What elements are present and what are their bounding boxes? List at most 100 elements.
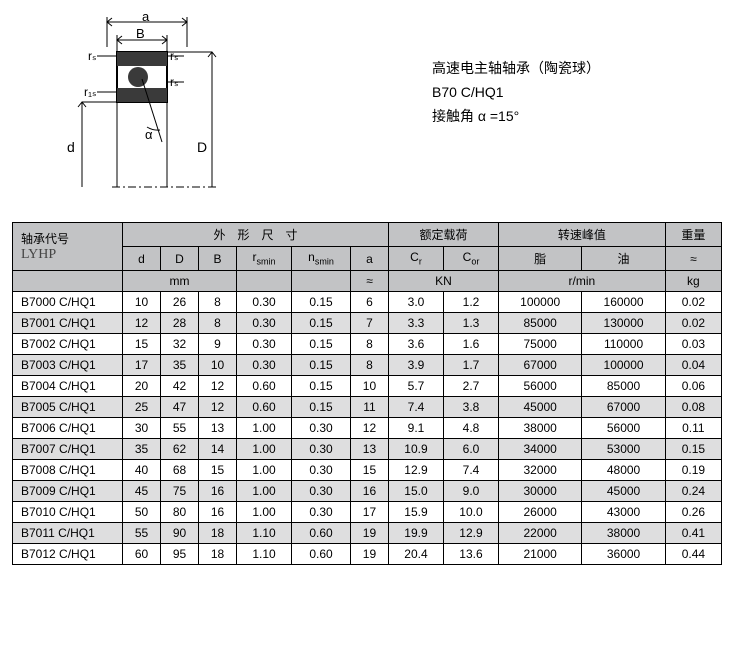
cell-oil: 45000 bbox=[582, 481, 665, 502]
cell-rsmin: 1.00 bbox=[237, 439, 292, 460]
cell-d: 20 bbox=[123, 376, 161, 397]
table-row: B7009 C/HQ14575161.000.301615.09.0300004… bbox=[13, 481, 722, 502]
cell-oil: 38000 bbox=[582, 523, 665, 544]
header-D: D bbox=[161, 247, 199, 271]
cell-a: 19 bbox=[350, 523, 388, 544]
table-row: B7003 C/HQ11735100.300.1583.91.767000100… bbox=[13, 355, 722, 376]
cell-model: B7006 C/HQ1 bbox=[13, 418, 123, 439]
cell-grease: 34000 bbox=[498, 439, 581, 460]
cell-D: 47 bbox=[161, 397, 199, 418]
header-model: 轴承代号 LYHP bbox=[13, 223, 123, 271]
cell-model: B7005 C/HQ1 bbox=[13, 397, 123, 418]
cell-kg: 0.11 bbox=[665, 418, 721, 439]
cell-B: 13 bbox=[199, 418, 237, 439]
header-kn: KN bbox=[388, 271, 498, 292]
cell-rsmin: 0.30 bbox=[237, 355, 292, 376]
cell-kg: 0.03 bbox=[665, 334, 721, 355]
cell-rsmin: 1.00 bbox=[237, 418, 292, 439]
header-brand: LYHP bbox=[21, 247, 118, 263]
cell-B: 8 bbox=[199, 313, 237, 334]
label-rs-tl: rₛ bbox=[88, 49, 96, 63]
cell-grease: 32000 bbox=[498, 460, 581, 481]
cell-model: B7011 C/HQ1 bbox=[13, 523, 123, 544]
cell-Cr: 9.1 bbox=[388, 418, 443, 439]
cell-a: 13 bbox=[350, 439, 388, 460]
cell-a: 16 bbox=[350, 481, 388, 502]
cell-B: 10 bbox=[199, 355, 237, 376]
cell-kg: 0.41 bbox=[665, 523, 721, 544]
cell-rsmin: 0.60 bbox=[237, 376, 292, 397]
header-rpm: r/min bbox=[498, 271, 665, 292]
cell-grease: 30000 bbox=[498, 481, 581, 502]
cell-Cor: 9.0 bbox=[443, 481, 498, 502]
cell-Cor: 1.6 bbox=[443, 334, 498, 355]
cell-D: 80 bbox=[161, 502, 199, 523]
cell-d: 40 bbox=[123, 460, 161, 481]
title-line2: B70 C/HQ1 bbox=[432, 81, 600, 105]
cell-nsmin: 0.60 bbox=[292, 523, 351, 544]
cell-d: 10 bbox=[123, 292, 161, 313]
cell-model: B7007 C/HQ1 bbox=[13, 439, 123, 460]
header-load-group: 额定载荷 bbox=[388, 223, 498, 247]
cell-Cr: 15.0 bbox=[388, 481, 443, 502]
cell-model: B7002 C/HQ1 bbox=[13, 334, 123, 355]
cell-B: 16 bbox=[199, 502, 237, 523]
cell-Cor: 12.9 bbox=[443, 523, 498, 544]
cell-kg: 0.02 bbox=[665, 313, 721, 334]
cell-model: B7008 C/HQ1 bbox=[13, 460, 123, 481]
cell-Cor: 6.0 bbox=[443, 439, 498, 460]
cell-D: 32 bbox=[161, 334, 199, 355]
label-a: a bbox=[142, 12, 150, 24]
bearing-diagram: a B rₛ rₛ r₁ₛ rₛ d α D bbox=[52, 12, 252, 192]
table-row: B7008 C/HQ14068151.000.301512.97.4320004… bbox=[13, 460, 722, 481]
cell-oil: 160000 bbox=[582, 292, 665, 313]
cell-a: 10 bbox=[350, 376, 388, 397]
cell-Cor: 10.0 bbox=[443, 502, 498, 523]
spec-table: 轴承代号 LYHP 外 形 尺 寸 额定载荷 转速峰值 重量 d D B rsm… bbox=[12, 222, 722, 565]
table-row: B7000 C/HQ1102680.300.1563.01.2100000160… bbox=[13, 292, 722, 313]
cell-model: B7000 C/HQ1 bbox=[13, 292, 123, 313]
cell-d: 17 bbox=[123, 355, 161, 376]
cell-rsmin: 1.00 bbox=[237, 460, 292, 481]
cell-oil: 36000 bbox=[582, 544, 665, 565]
table-row: B7001 C/HQ1122880.300.1573.31.3850001300… bbox=[13, 313, 722, 334]
table-row: B7012 C/HQ16095181.100.601920.413.621000… bbox=[13, 544, 722, 565]
cell-d: 30 bbox=[123, 418, 161, 439]
cell-oil: 130000 bbox=[582, 313, 665, 334]
header-model-title: 轴承代号 bbox=[21, 230, 118, 247]
cell-model: B7003 C/HQ1 bbox=[13, 355, 123, 376]
cell-oil: 56000 bbox=[582, 418, 665, 439]
cell-Cor: 2.7 bbox=[443, 376, 498, 397]
cell-kg: 0.19 bbox=[665, 460, 721, 481]
cell-d: 45 bbox=[123, 481, 161, 502]
header-oil: 油 bbox=[582, 247, 665, 271]
cell-grease: 26000 bbox=[498, 502, 581, 523]
cell-a: 12 bbox=[350, 418, 388, 439]
cell-model: B7001 C/HQ1 bbox=[13, 313, 123, 334]
header-speed-group: 转速峰值 bbox=[498, 223, 665, 247]
cell-a: 17 bbox=[350, 502, 388, 523]
cell-Cor: 1.2 bbox=[443, 292, 498, 313]
table-row: B7010 C/HQ15080161.000.301715.910.026000… bbox=[13, 502, 722, 523]
cell-Cr: 12.9 bbox=[388, 460, 443, 481]
cell-a: 15 bbox=[350, 460, 388, 481]
cell-nsmin: 0.30 bbox=[292, 502, 351, 523]
cell-nsmin: 0.15 bbox=[292, 397, 351, 418]
cell-kg: 0.44 bbox=[665, 544, 721, 565]
header-dim-group: 外 形 尺 寸 bbox=[123, 223, 389, 247]
title-line3: 接触角 α =15° bbox=[432, 105, 600, 129]
cell-grease: 67000 bbox=[498, 355, 581, 376]
cell-nsmin: 0.30 bbox=[292, 418, 351, 439]
cell-d: 25 bbox=[123, 397, 161, 418]
cell-D: 62 bbox=[161, 439, 199, 460]
header-blank bbox=[13, 271, 123, 292]
cell-rsmin: 1.00 bbox=[237, 502, 292, 523]
cell-Cor: 4.8 bbox=[443, 418, 498, 439]
cell-oil: 110000 bbox=[582, 334, 665, 355]
cell-Cr: 15.9 bbox=[388, 502, 443, 523]
cell-d: 55 bbox=[123, 523, 161, 544]
cell-nsmin: 0.15 bbox=[292, 334, 351, 355]
cell-kg: 0.06 bbox=[665, 376, 721, 397]
cell-a: 19 bbox=[350, 544, 388, 565]
cell-D: 75 bbox=[161, 481, 199, 502]
